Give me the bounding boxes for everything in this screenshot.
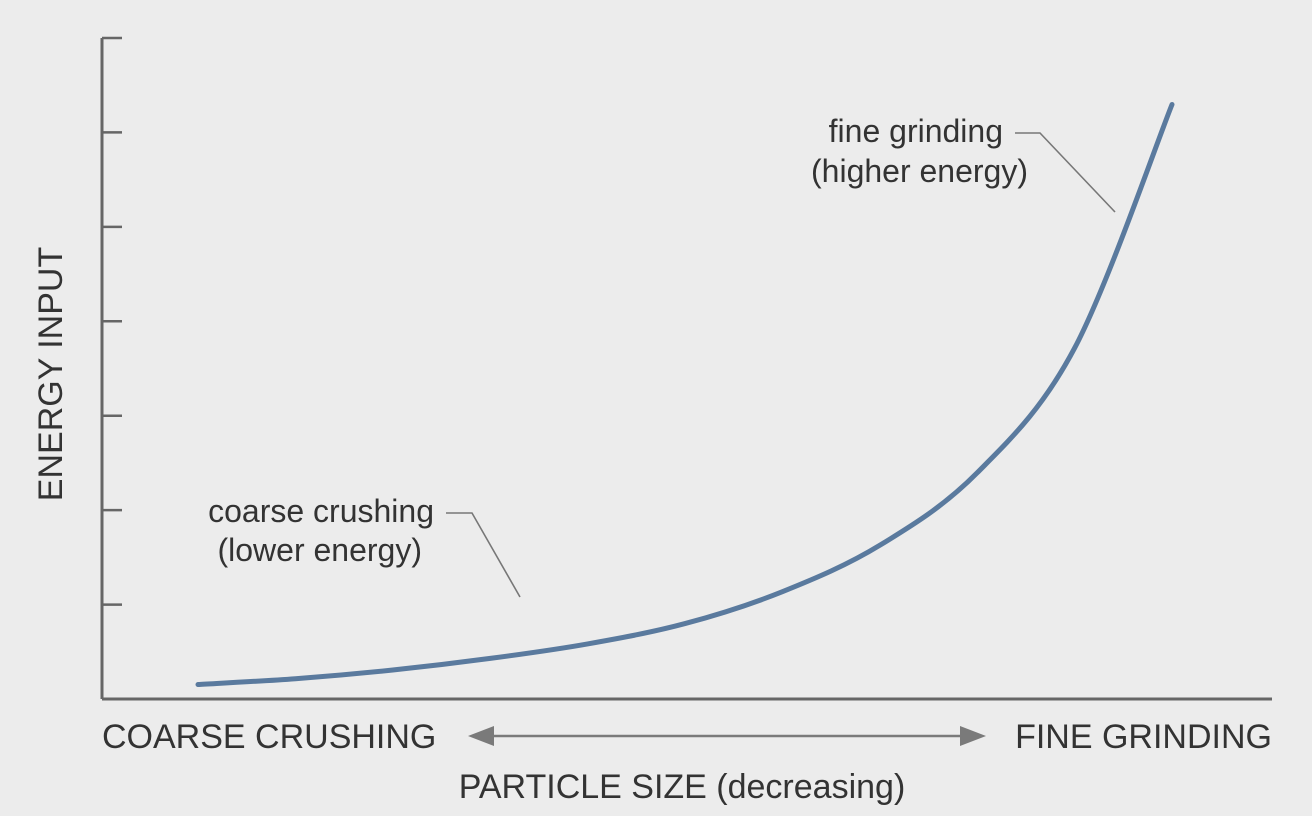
y-axis-ticks xyxy=(102,36,122,606)
annotation-coarse-line1: coarse crushing xyxy=(208,493,434,529)
annotation-fine-line1: fine grinding xyxy=(829,113,1003,149)
annotation-fine-line2: (higher energy) xyxy=(811,153,1028,189)
y-axis-title: ENERGY INPUT xyxy=(32,247,70,501)
arrow-left-head xyxy=(468,726,494,746)
x-axis-left-label: COARSE CRUSHING xyxy=(102,718,436,756)
annotation-coarse-line2: (lower energy) xyxy=(217,532,422,568)
x-axis-right-label: FINE GRINDING xyxy=(1015,718,1272,756)
x-axis-title: PARTICLE SIZE (decreasing) xyxy=(459,768,906,806)
energy-curve xyxy=(195,102,1175,687)
annotation-coarse-leader xyxy=(446,512,521,598)
arrow-right-head xyxy=(960,726,986,746)
annotation-fine-leader xyxy=(1015,132,1116,213)
x-direction-arrow xyxy=(468,726,986,746)
